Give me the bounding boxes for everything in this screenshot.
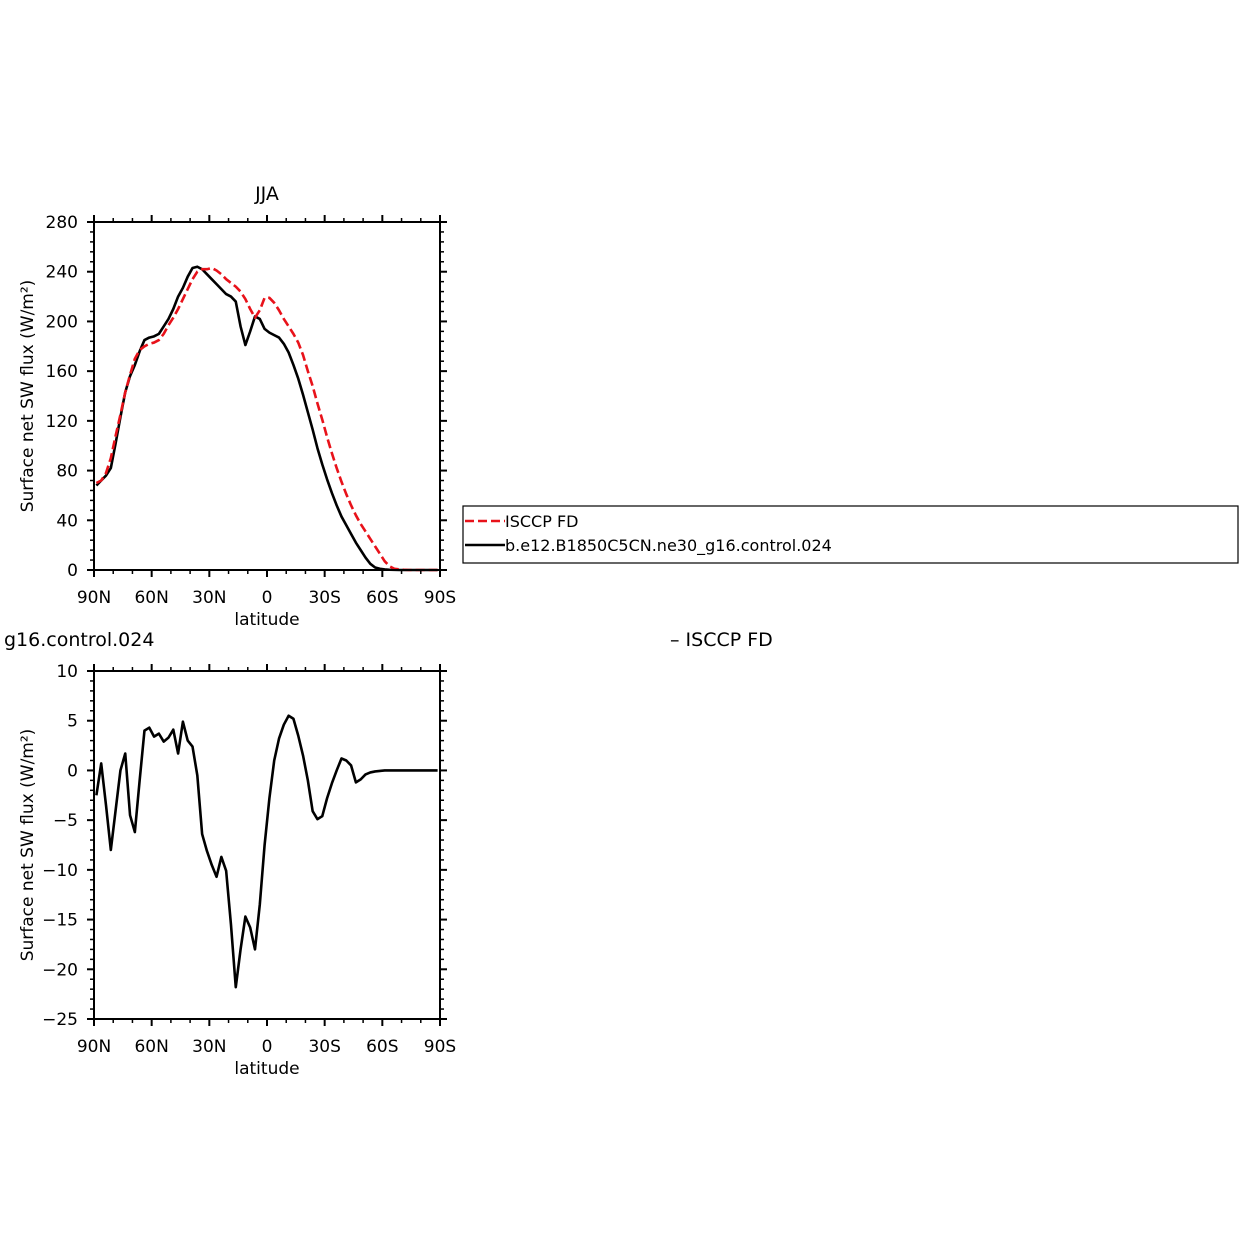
bottom-plot-frame [93, 670, 441, 1020]
legend: ISCCP FD b.e12.B1850C5CN.ne30_g16.contro… [462, 505, 1239, 564]
bottom-ytick-label: −20 [42, 960, 78, 980]
bottom-ytick-label: −25 [42, 1010, 78, 1030]
bottom-ylabel: Surface net SW flux (W/m²) [18, 729, 38, 962]
top-panel-title: JJA [254, 183, 279, 205]
top-xtick-label: 60S [366, 588, 398, 608]
top-xtick-label: 60N [134, 588, 168, 608]
bottom-ytick-label: −5 [53, 811, 78, 831]
top-ytick-label: 80 [56, 462, 78, 482]
top-ytick-label: 160 [46, 362, 78, 382]
bottom-xlabel: latitude [234, 1059, 299, 1079]
top-ylabel: Surface net SW flux (W/m²) [18, 280, 38, 513]
top-plot-frame [93, 221, 441, 571]
bottom-panel-ticks: 90N 60N 30N 0 30S 60S 90S −25 −20 −15 −10 −5 0 5 10 [42, 662, 456, 1057]
bottom-xtick-label: 90N [77, 1037, 111, 1057]
top-xlabel: latitude [234, 610, 299, 630]
top-ytick-label: 200 [46, 312, 78, 332]
bottom-xtick-label: 30N [192, 1037, 226, 1057]
legend-label-model: b.e12.B1850C5CN.ne30_g16.control.024 [505, 536, 832, 556]
top-xtick-label: 90N [77, 588, 111, 608]
top-ytick-label: 0 [67, 561, 78, 581]
legend-box [462, 505, 1239, 564]
top-panel: JJA 90N 60N 30N 0 30S 60S 90S 0 40 80 120 160 200 240… [18, 183, 456, 630]
bottom-xtick-label: 90S [424, 1037, 456, 1057]
bottom-ytick-label: 5 [67, 712, 78, 732]
top-ytick-label: 280 [46, 213, 78, 233]
top-xtick-label: 90S [424, 588, 456, 608]
bottom-ytick-label: −10 [42, 861, 78, 881]
top-xtick-label: 0 [262, 588, 273, 608]
bottom-panel-lines [95, 714, 438, 989]
bottom-xtick-label: 30S [308, 1037, 340, 1057]
top-ytick-label: 120 [46, 412, 78, 432]
top-panel-lines [95, 265, 438, 572]
top-series-line-1 [95, 265, 438, 572]
bottom-xtick-label: 0 [262, 1037, 273, 1057]
top-xtick-label: 30S [308, 588, 340, 608]
bottom-panel-title: g16.control.024 [4, 629, 154, 651]
bottom-panel-title-right: – ISCCP FD [670, 629, 773, 651]
top-ytick-label: 240 [46, 263, 78, 283]
legend-label-isccp: ISCCP FD [505, 512, 578, 531]
bottom-panel: g16.control.024 – ISCCP FD 90N 60N 30N 0 30S… [4, 629, 773, 1079]
bottom-ytick-label: 0 [67, 761, 78, 781]
top-ytick-label: 40 [56, 511, 78, 531]
bottom-ytick-label: 10 [56, 662, 78, 682]
top-panel-ticks: 90N 60N 30N 0 30S 60S 90S 0 40 80 120 160 200 240 280 [46, 213, 457, 608]
bottom-ytick-label: −15 [42, 911, 78, 931]
bottom-xtick-label: 60N [134, 1037, 168, 1057]
bottom-xtick-label: 60S [366, 1037, 398, 1057]
top-series-line-0 [95, 266, 438, 572]
bottom-series-line-0 [95, 714, 438, 989]
top-xtick-label: 30N [192, 588, 226, 608]
